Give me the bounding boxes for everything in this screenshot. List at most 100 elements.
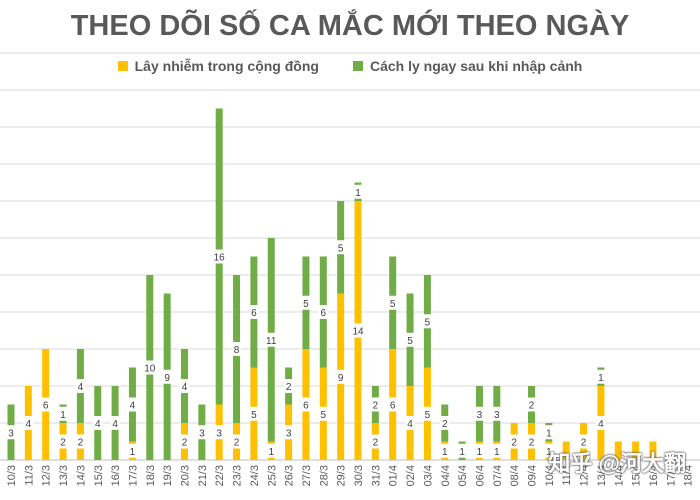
x-tick-label-13/3: 13/3: [58, 465, 70, 486]
data-label-box: [595, 416, 606, 430]
x-tick-label-20/3: 20/3: [180, 465, 192, 486]
data-label-box: [248, 406, 259, 421]
data-label-community-06/4: 1: [477, 447, 483, 458]
data-label-box: [335, 240, 346, 255]
data-label-quarantine-28/3: 6: [321, 308, 327, 319]
x-tick-label-27/3: 27/3: [301, 465, 313, 486]
data-label-box: [179, 434, 190, 449]
data-label-community-07/4: 1: [494, 447, 500, 458]
legend-swatch-community: [117, 61, 128, 71]
chart-title: THEO DÕI SỐ CA MẮC MỚI THEO NGÀY: [70, 10, 630, 42]
data-label-community-29/3: 9: [338, 373, 344, 384]
data-label-quarantine-15/3: 4: [95, 419, 101, 430]
legend: Lây nhiễm trong cộng đồng Cách ly ngay s…: [0, 58, 700, 74]
data-label-box: [283, 425, 294, 440]
data-label-box: [474, 406, 485, 421]
data-label-box: [405, 416, 416, 430]
data-label-community-26/3: 3: [286, 428, 292, 439]
x-tick-label-16/3: 16/3: [110, 465, 122, 486]
bar-community-15/4: [632, 441, 640, 460]
data-label-box: [231, 342, 242, 356]
x-tick-label-08/4: 08/4: [509, 465, 521, 486]
x-tick-label-04/4: 04/4: [440, 465, 452, 486]
data-label-box: [578, 434, 589, 449]
data-label-box: [422, 314, 433, 329]
data-label-box: [212, 249, 227, 264]
data-label-community-20/3: 2: [182, 438, 188, 449]
data-label-community-04/4: 1: [442, 447, 448, 458]
data-label-box: [543, 443, 554, 458]
data-label-box: [110, 416, 121, 430]
data-label-box: [162, 369, 173, 384]
x-tick-label-19/3: 19/3: [162, 465, 174, 486]
data-label-community-27/3: 6: [303, 401, 309, 412]
data-label-community-13/4: 4: [598, 419, 604, 430]
x-tick-label-12/4: 12/4: [579, 465, 591, 486]
x-tick-label-30/3: 30/3: [353, 465, 365, 486]
data-label-box: [231, 434, 242, 449]
x-tick-label-15/4: 15/4: [631, 465, 643, 486]
x-tick-label-11/3: 11/3: [23, 465, 35, 486]
data-label-box: [300, 397, 311, 412]
data-label-quarantine-10/3: 3: [8, 428, 14, 439]
x-tick-label-03/4: 03/4: [422, 465, 434, 486]
x-tick-label-18/4: 18/4: [683, 465, 695, 486]
watermark: 知乎 @河大翻: [548, 451, 686, 476]
x-tick-label-29/3: 29/3: [336, 465, 348, 486]
data-label-quarantine-25/3: 11: [266, 336, 277, 347]
data-label-community-14/3: 2: [78, 438, 84, 449]
data-label-community-12/4: 2: [581, 438, 587, 449]
data-label-community-08/4: 2: [511, 438, 517, 449]
data-label-box: [405, 332, 416, 347]
data-label-box: [351, 323, 365, 338]
x-tick-label-17/3: 17/3: [127, 465, 139, 486]
data-label-box: [40, 397, 51, 412]
data-label-community-02/4: 4: [407, 419, 413, 430]
data-label-box: [491, 406, 502, 421]
data-label-box: [300, 295, 311, 310]
data-label-quarantine-10/4: 1: [546, 428, 552, 439]
data-label-community-03/4: 5: [425, 410, 431, 421]
data-label-community-31/3: 2: [373, 438, 379, 449]
data-label-box: [266, 443, 277, 458]
data-label-quarantine-13/4: 1: [598, 373, 604, 384]
x-tick-label-07/4: 07/4: [492, 465, 504, 486]
data-label-community-11/3: 4: [26, 419, 32, 430]
data-label-quarantine-23/3: 8: [234, 345, 240, 356]
data-label-box: [526, 397, 537, 412]
data-label-box: [6, 425, 16, 440]
data-label-box: [387, 295, 398, 310]
data-label-box: [387, 397, 398, 412]
legend-label-community: Lây nhiễm trong cộng đồng: [134, 58, 319, 74]
x-tick-label-14/4: 14/4: [613, 465, 625, 486]
x-tick-label-23/3: 23/3: [232, 465, 244, 486]
x-tick-label-24/3: 24/3: [249, 465, 261, 486]
x-tick-label-06/4: 06/4: [474, 465, 486, 486]
data-label-box: [264, 332, 279, 347]
data-label-community-28/3: 5: [321, 410, 327, 421]
data-label-quarantine-19/3: 9: [164, 373, 170, 384]
data-label-quarantine-24/3: 6: [251, 308, 257, 319]
x-tick-label-14/3: 14/3: [75, 465, 87, 486]
data-label-quarantine-03/4: 5: [425, 317, 431, 328]
data-label-community-30/3: 14: [352, 327, 364, 338]
data-label-community-22/3: 3: [216, 428, 222, 439]
data-label-quarantine-13/3: 1: [60, 410, 66, 421]
data-label-box: [196, 425, 207, 440]
x-tick-label-02/4: 02/4: [405, 465, 417, 486]
x-tick-label-22/3: 22/3: [214, 465, 226, 486]
data-label-box: [422, 406, 433, 421]
data-label-quarantine-04/4: 2: [442, 419, 448, 430]
x-tick-label-05/4: 05/4: [457, 465, 469, 486]
data-label-quarantine-20/3: 4: [182, 382, 188, 393]
data-label-box: [127, 397, 138, 412]
data-label-box: [509, 434, 520, 449]
data-label-box: [353, 184, 363, 199]
data-label-box: [214, 425, 225, 440]
x-tick-label-11/4: 11/4: [561, 465, 573, 486]
x-tick-label-26/3: 26/3: [284, 465, 296, 486]
data-label-quarantine-17/3: 4: [130, 401, 136, 412]
data-label-quarantine-21/3: 3: [199, 428, 205, 439]
data-label-box: [283, 379, 294, 393]
